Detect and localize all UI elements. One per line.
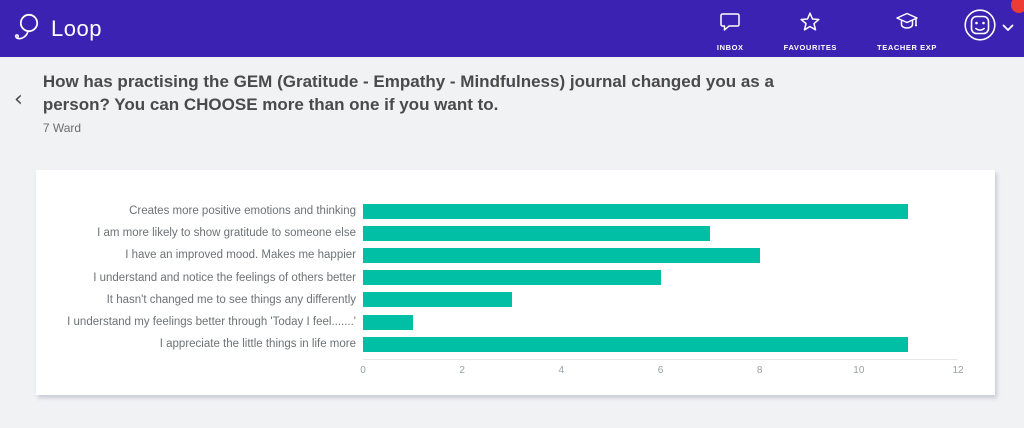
app-header: Loop INBOX FAVOURITES bbox=[0, 0, 1024, 57]
logo-text: Loop bbox=[51, 15, 102, 41]
chart-row: I understand and notice the feelings of … bbox=[60, 267, 958, 289]
question-header: ‹ How has practising the GEM (Gratitude … bbox=[0, 57, 1024, 135]
speech-bubble-icon bbox=[718, 10, 742, 39]
chart-rows: Creates more positive emotions and think… bbox=[60, 200, 958, 355]
nav-item-teacher-exp[interactable]: TEACHER EXP bbox=[877, 10, 937, 52]
bar-track bbox=[363, 314, 958, 330]
bar-track bbox=[363, 336, 958, 352]
bar-label: I am more likely to show gratitude to so… bbox=[97, 227, 356, 240]
bar-label: I appreciate the little things in life m… bbox=[159, 338, 356, 351]
back-button[interactable]: ‹ bbox=[14, 87, 23, 112]
chart-row: It hasn't changed me to see things any d… bbox=[60, 289, 958, 311]
nav-label-inbox: INBOX bbox=[716, 42, 744, 52]
profile-menu[interactable] bbox=[963, 8, 1014, 47]
x-tick-label: 0 bbox=[360, 365, 366, 377]
x-tick-label: 12 bbox=[952, 365, 964, 377]
x-axis: 0 2 4 6 8 10 12 bbox=[360, 359, 964, 379]
chart-row: Creates more positive emotions and think… bbox=[60, 200, 958, 222]
star-icon bbox=[798, 10, 822, 39]
balloon-icon bbox=[14, 12, 44, 46]
bar bbox=[363, 270, 661, 286]
page-title: How has practising the GEM (Gratitude - … bbox=[42, 72, 774, 114]
nav-label-teacher-exp: TEACHER EXP bbox=[877, 42, 937, 52]
bar bbox=[363, 314, 413, 330]
x-tick-label: 4 bbox=[558, 365, 565, 377]
bar-track bbox=[363, 270, 958, 286]
axis-baseline bbox=[363, 359, 958, 361]
bar bbox=[363, 292, 512, 308]
header-nav: INBOX FAVOURITES bbox=[717, 10, 937, 52]
bar-label: It hasn't changed me to see things any d… bbox=[106, 293, 356, 306]
bar bbox=[363, 203, 909, 219]
chart-card: Creates more positive emotions and think… bbox=[36, 170, 995, 395]
chart-row: I appreciate the little things in life m… bbox=[60, 333, 958, 355]
x-tick-label: 6 bbox=[657, 365, 664, 377]
nav-label-favourites: FAVOURITES bbox=[783, 42, 838, 52]
bar bbox=[363, 336, 909, 352]
avatar-smiley-icon bbox=[963, 8, 997, 47]
bar-label: Creates more positive emotions and think… bbox=[129, 205, 356, 218]
class-name: 7 Ward bbox=[42, 121, 82, 135]
bar-label: I have an improved mood. Makes me happie… bbox=[125, 249, 356, 262]
chart-row: I am more likely to show gratitude to so… bbox=[60, 222, 958, 244]
bar-track bbox=[363, 203, 958, 219]
bar-track bbox=[363, 225, 958, 241]
x-tick-label: 8 bbox=[756, 365, 763, 377]
bar-track bbox=[363, 292, 958, 308]
bar-label: I understand my feelings better through … bbox=[67, 316, 356, 329]
bar bbox=[363, 247, 760, 263]
chevron-down-icon bbox=[1002, 19, 1014, 37]
bar-track bbox=[363, 247, 958, 263]
x-axis-ticks: 0 2 4 6 8 10 12 bbox=[360, 365, 963, 379]
chart-row: I understand my feelings better through … bbox=[60, 311, 958, 333]
nav-item-favourites[interactable]: FAVOURITES bbox=[784, 10, 837, 52]
loop-logo[interactable]: Loop bbox=[14, 12, 102, 46]
x-tick-label: 10 bbox=[853, 365, 865, 377]
bar bbox=[363, 225, 711, 241]
bar-label: I understand and notice the feelings of … bbox=[93, 271, 356, 284]
graduation-cap-icon bbox=[895, 10, 919, 39]
notification-badge bbox=[1011, 0, 1024, 13]
chart-row: I have an improved mood. Makes me happie… bbox=[60, 244, 958, 266]
nav-item-inbox[interactable]: INBOX bbox=[717, 10, 744, 52]
x-tick-label: 2 bbox=[459, 365, 465, 377]
